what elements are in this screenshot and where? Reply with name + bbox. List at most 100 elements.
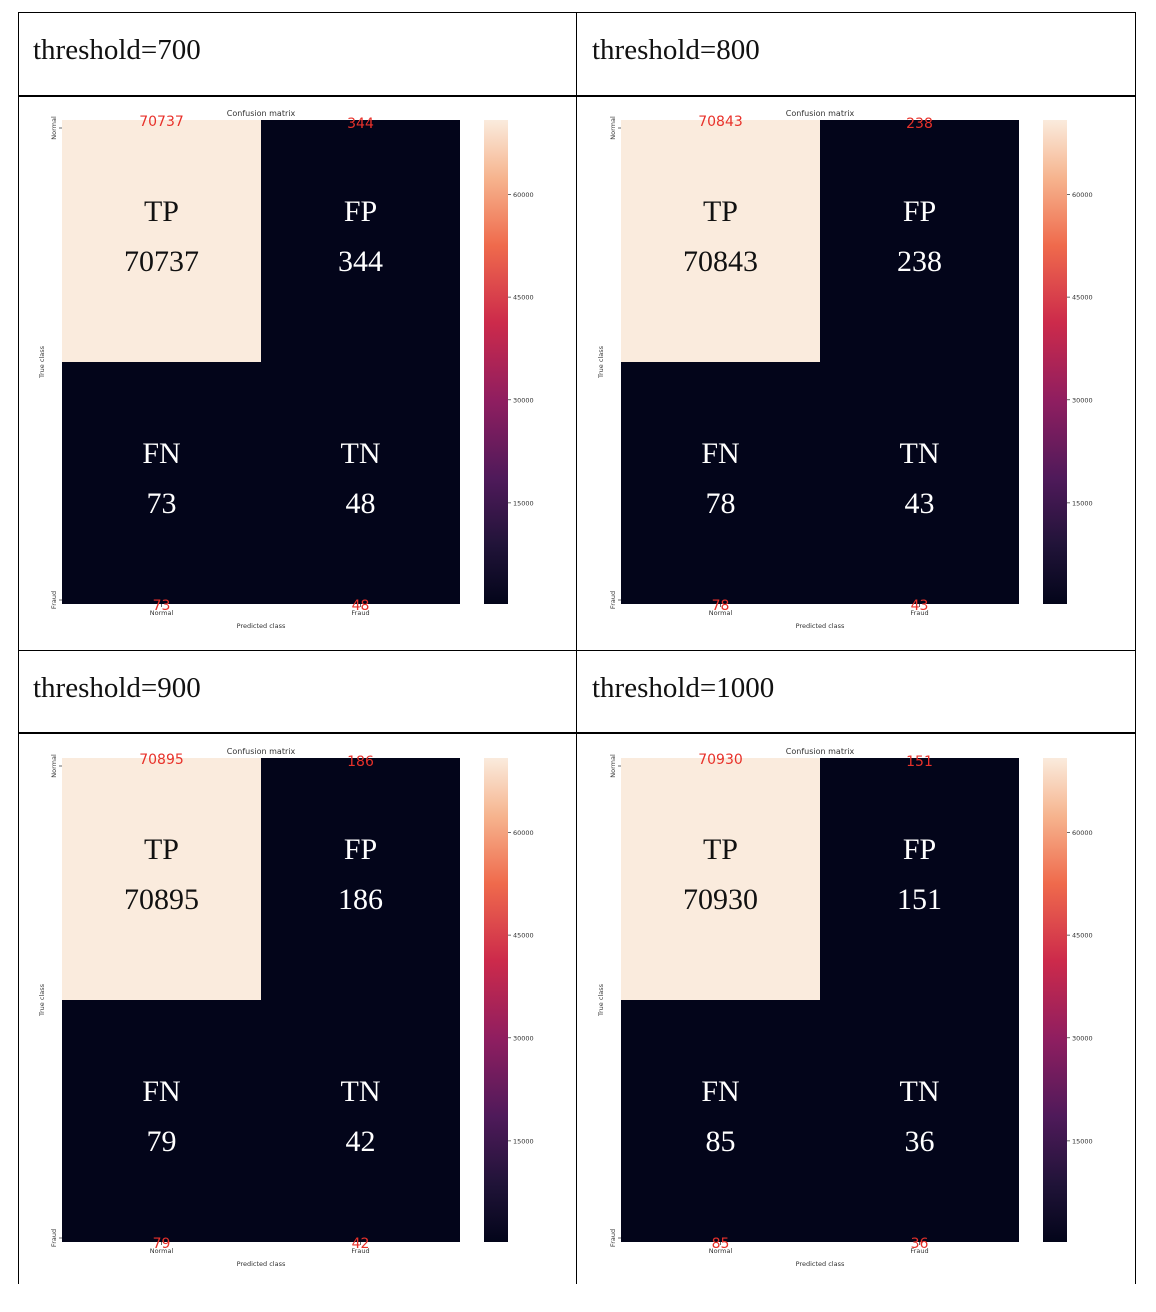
y-tick-label: Normal: [50, 754, 58, 778]
colorbar-tick-label: 30000: [513, 396, 534, 404]
annotation-tp: 70930: [698, 752, 743, 768]
threshold-header-900: threshold=900: [33, 672, 201, 704]
cell-label-fn: FN: [701, 1075, 739, 1108]
annotation-fn: 73: [153, 598, 171, 614]
cell-value-fp: 344: [338, 245, 383, 278]
annotation-fn: 79: [153, 1236, 171, 1252]
colorbar: [1043, 120, 1067, 604]
cell-value-fn: 85: [706, 1125, 736, 1158]
cell-value-tp: 70737: [124, 245, 199, 278]
cell-value-tn: 48: [346, 487, 376, 520]
cell-label-tp: TP: [703, 833, 738, 866]
cell-label-fn: FN: [142, 1075, 180, 1108]
border-header-1: [18, 95, 1136, 97]
heatmap-cell-tp: [62, 120, 261, 362]
annotation-fp: 186: [347, 754, 374, 770]
colorbar-tick-label: 60000: [1072, 191, 1093, 199]
x-axis-label: Predicted class: [237, 622, 286, 630]
header-cell-700: threshold=700: [18, 12, 577, 96]
cell-label-fp: FP: [344, 833, 377, 866]
border-center: [576, 12, 577, 1284]
heatmap-cell-tn: [261, 1000, 460, 1242]
cell-label-tn: TN: [341, 437, 381, 470]
y-tick-label: Normal: [50, 116, 58, 140]
cell-value-fn: 79: [147, 1125, 177, 1158]
cell-label-tn: TN: [900, 437, 940, 470]
x-tick-label: Fraud: [351, 1247, 369, 1255]
cell-value-fn: 78: [706, 487, 736, 520]
colorbar: [484, 758, 508, 1242]
cell-value-tp: 70843: [683, 245, 758, 278]
border-header-2: [18, 732, 1136, 734]
cell-label-tp: TP: [144, 195, 179, 228]
colorbar-tick-label: 45000: [513, 294, 534, 302]
cell-value-fp: 186: [338, 883, 383, 916]
threshold-header-700: threshold=700: [33, 34, 201, 66]
colorbar-tick-label: 15000: [513, 499, 534, 507]
cell-label-tp: TP: [144, 833, 179, 866]
cell-label-tn: TN: [900, 1075, 940, 1108]
cell-label-fn: FN: [142, 437, 180, 470]
colorbar-tick-label: 15000: [1072, 1137, 1093, 1145]
threshold-header-800: threshold=800: [592, 34, 760, 66]
annotation-fp: 151: [906, 754, 933, 770]
y-tick-label: Fraud: [609, 591, 617, 609]
cell-value-tn: 43: [905, 487, 935, 520]
heatmap-cell-fp: [820, 120, 1019, 362]
border-left: [18, 12, 19, 1284]
header-cell-800: threshold=800: [577, 12, 1136, 96]
heatmap-cell-tn: [820, 362, 1019, 604]
cell-value-tn: 36: [905, 1125, 935, 1158]
heatmap-cell-fn: [62, 362, 261, 604]
chart-title: Confusion matrix: [227, 747, 296, 756]
y-tick-label: Fraud: [50, 591, 58, 609]
y-tick-label: Normal: [609, 116, 617, 140]
colorbar-tick-label: 15000: [1072, 499, 1093, 507]
y-tick-label: Fraud: [50, 1229, 58, 1247]
heatmap-cell-fp: [820, 758, 1019, 1000]
x-tick-label: Fraud: [910, 1247, 928, 1255]
colorbar-tick-label: 45000: [1072, 932, 1093, 940]
heatmap-cell-fn: [621, 362, 820, 604]
cell-label-fp: FP: [903, 833, 936, 866]
cell-label-fp: FP: [344, 195, 377, 228]
x-tick-label: Fraud: [910, 609, 928, 617]
colorbar-tick-label: 45000: [1072, 294, 1093, 302]
cell-value-tp: 70930: [683, 883, 758, 916]
cell-value-fn: 73: [147, 487, 177, 520]
confusion-matrix-1: 60000 45000 30000 15000 Confusion matrix Pred…: [38, 109, 534, 630]
y-tick-label: Fraud: [609, 1229, 617, 1247]
heatmap-cell-tp: [62, 758, 261, 1000]
cell-label-fn: FN: [701, 437, 739, 470]
annotation-fn: 78: [712, 598, 730, 614]
x-tick-label: Normal: [709, 1247, 733, 1255]
x-tick-label: Normal: [709, 609, 733, 617]
annotation-tp: 70843: [698, 114, 743, 130]
colorbar-tick-label: 45000: [513, 932, 534, 940]
confusion-matrix-3: 60000 45000 30000 15000 Confusion matrix Pred…: [38, 747, 534, 1268]
heatmap-cell-tp: [621, 758, 820, 1000]
annotation-tn: 43: [911, 598, 929, 614]
heatmap-cell-fp: [261, 758, 460, 1000]
heatmap-cell-tn: [820, 1000, 1019, 1242]
cell-value-fp: 151: [897, 883, 942, 916]
x-axis-label: Predicted class: [237, 1260, 286, 1268]
heatmap-cell-fn: [62, 1000, 261, 1242]
threshold-header-1000: threshold=1000: [592, 672, 775, 704]
colorbar-tick-label: 60000: [1072, 829, 1093, 837]
x-tick-label: Normal: [150, 609, 174, 617]
heatmap-cell-tn: [261, 362, 460, 604]
figure-table: threshold=700 threshold=800 threshold=90…: [18, 12, 1136, 1284]
annotation-tn: 36: [911, 1236, 929, 1252]
header-cell-900: threshold=900: [18, 650, 577, 734]
colorbar: [1043, 758, 1067, 1242]
colorbar-tick-label: 15000: [513, 1137, 534, 1145]
border-right: [1135, 12, 1136, 1284]
x-axis-label: Predicted class: [796, 1260, 845, 1268]
annotation-tn: 42: [352, 1236, 370, 1252]
y-axis-label: True class: [597, 983, 605, 1017]
annotation-tn: 48: [352, 598, 370, 614]
cell-value-tp: 70895: [124, 883, 199, 916]
y-axis-label: True class: [38, 983, 46, 1017]
chart-title: Confusion matrix: [786, 109, 855, 118]
